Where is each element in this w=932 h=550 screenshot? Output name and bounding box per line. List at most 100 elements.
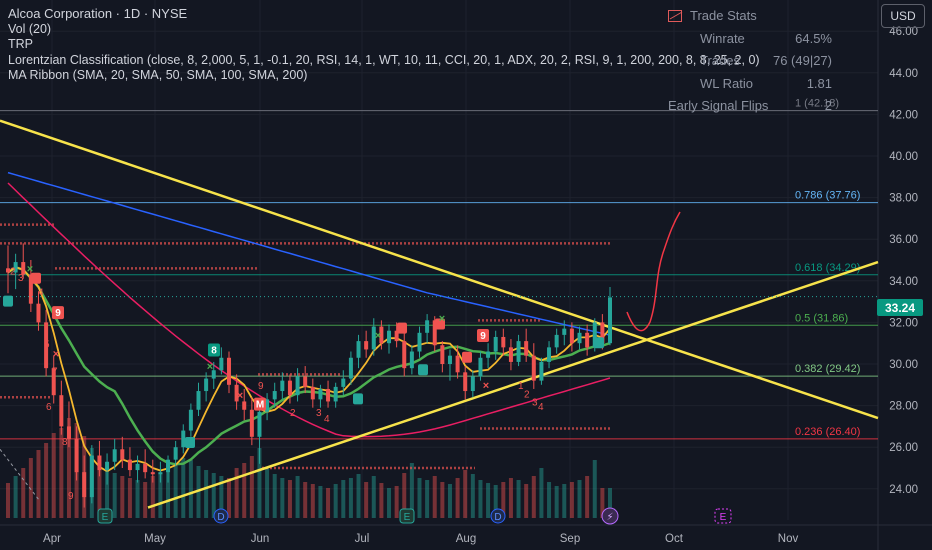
legend-ma-ribbon[interactable]: MA Ribbon (SMA, 20, SMA, 50, SMA, 100, S…	[8, 68, 308, 83]
y-axis[interactable]: 24.00 26.00 28.00 30.00 32.00 34.00 36.00 38.00…	[889, 26, 918, 496]
candle-body	[447, 355, 452, 364]
price-tick-label: 32.00	[889, 317, 918, 329]
trendlines[interactable]	[0, 119, 879, 509]
signal-zones	[0, 223, 612, 470]
volume-bar	[97, 460, 102, 518]
volume-bar	[173, 463, 178, 518]
volume-bar	[600, 488, 605, 518]
candle-body	[13, 262, 18, 273]
volume-bar	[242, 463, 247, 518]
candle-body	[554, 334, 559, 348]
candle-body	[409, 351, 414, 369]
candle-body	[74, 438, 79, 473]
candle-body	[531, 355, 536, 381]
signal-count-label: 9	[258, 381, 264, 392]
x-axis[interactable]: Apr May Jun Jul Aug Sep Oct Nov	[43, 533, 798, 545]
volume-bar	[608, 488, 612, 518]
volume-bar	[585, 476, 590, 518]
candle-body	[364, 341, 369, 350]
candle-body	[204, 378, 209, 392]
indicator-legend: Alcoa Corporation · 1D · NYSE Vol (20) T…	[8, 6, 760, 84]
candle-body	[272, 391, 277, 400]
volume-bar	[341, 480, 346, 518]
earnings-marker	[97, 508, 113, 524]
legend-lorentzian[interactable]: Lorentzian Classification (close, 8, 2,0…	[8, 52, 760, 67]
volume-bar	[6, 483, 10, 518]
volume-bar	[66, 418, 71, 518]
candle-body	[219, 357, 224, 371]
split-lightning-icon	[601, 507, 619, 525]
volume-bar	[166, 470, 171, 518]
candle-body	[242, 401, 247, 410]
fib-level-label: 0.5 (31.86)	[795, 312, 848, 324]
kernel-signal	[31, 272, 41, 284]
candle-body	[547, 347, 552, 362]
kernel-signal	[353, 393, 363, 405]
legend-trp[interactable]: TRP	[8, 37, 33, 52]
candlesticks	[6, 243, 612, 508]
volume-bar	[287, 480, 292, 518]
symbol-title[interactable]: Alcoa Corporation · 1D · NYSE	[8, 6, 188, 21]
exit-marker-x: ×	[237, 390, 243, 402]
candle-body	[287, 380, 292, 396]
volume-bar	[21, 468, 26, 518]
volume-bar	[440, 482, 445, 518]
stat-label: Trades	[700, 53, 740, 69]
signal-count-label: 3	[532, 398, 538, 409]
signal-count-label: 2	[10, 267, 16, 278]
volume-bar	[562, 484, 567, 518]
fib-level-label: 0.382 (29.42)	[795, 363, 860, 375]
candle-body	[105, 461, 110, 471]
volume-bar	[13, 476, 18, 518]
projection-path[interactable]	[0, 211, 878, 332]
volume-bar	[387, 488, 392, 518]
sma100-line	[7, 182, 611, 438]
exit-marker-x: ×	[375, 330, 381, 342]
earnings-label: E	[102, 512, 109, 523]
kernel-signal	[594, 337, 604, 349]
fib-level-label: 0.618 (34.29)	[795, 262, 860, 274]
date-tick-label: Aug	[456, 533, 476, 545]
signal-box-label: 9	[480, 331, 486, 342]
candle-body	[539, 361, 544, 381]
lightning-icon: ⚡	[606, 512, 613, 523]
signal-box-label: M	[256, 400, 264, 411]
candle-body	[516, 341, 521, 362]
candle-body	[188, 409, 193, 431]
candle-body	[379, 326, 384, 344]
volume-bar	[44, 443, 49, 518]
candle-body	[234, 384, 239, 402]
candle-body	[211, 370, 216, 379]
sma200-line	[7, 171, 611, 336]
stat-label: WL Ratio	[700, 75, 753, 91]
volume-bar	[204, 470, 209, 518]
stat-label: Winrate	[700, 30, 745, 46]
exit-marker-x: ×	[483, 380, 489, 392]
stat-value: 76 (49|27)	[772, 53, 832, 69]
candle-body	[6, 268, 10, 273]
volume-bar	[379, 483, 384, 518]
candle-body	[120, 449, 125, 460]
candle-body	[371, 326, 376, 350]
candle-body	[28, 274, 33, 304]
event-markers[interactable]: E E E D D ⚡	[97, 507, 732, 525]
signal-count-label: 2	[290, 408, 296, 419]
legend-volume[interactable]: Vol (20)	[8, 21, 52, 36]
volume-bar	[371, 476, 376, 518]
earnings-marker	[399, 508, 415, 524]
kernel-signal	[185, 437, 195, 449]
stat-row: Winrate 64.5%	[668, 27, 878, 50]
signal-count-label: 6	[46, 402, 52, 413]
volume-bar	[112, 473, 117, 518]
candle-body	[341, 378, 346, 387]
candle-body	[21, 262, 26, 275]
currency-button[interactable]: USD	[881, 4, 925, 28]
signal-count-label: 8	[62, 437, 68, 448]
signal-count-label: 1	[518, 381, 524, 392]
candle-body	[173, 447, 178, 460]
volume-bar	[105, 468, 110, 518]
volume-bar	[463, 470, 468, 518]
